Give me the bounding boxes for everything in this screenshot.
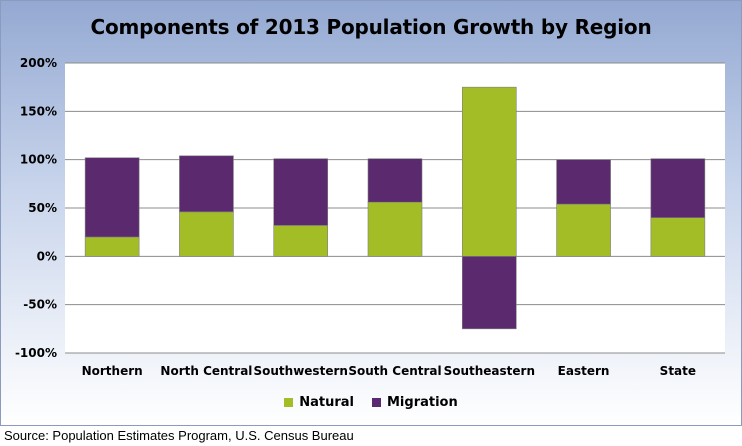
bar-natural-state	[650, 217, 706, 257]
y-tick-label: 200%	[20, 56, 57, 70]
bar-migration-south-central	[367, 158, 423, 203]
source-note: Source: Population Estimates Program, U.…	[4, 428, 354, 443]
bar-natural-southeastern	[461, 86, 517, 257]
legend-label-natural: Natural	[299, 395, 354, 410]
bars	[84, 86, 706, 330]
x-tick-label: North Central	[160, 364, 252, 378]
bar-natural-northern	[84, 236, 140, 257]
bar-natural-southwestern	[273, 225, 329, 257]
chart-frame: Components of 2013 Population Growth by …	[0, 0, 742, 426]
bar-natural-north-central	[179, 211, 234, 257]
legend-entry-migration: Migration	[372, 395, 458, 410]
legend-swatch-migration	[372, 398, 381, 407]
y-tick-label: -100%	[15, 346, 57, 360]
bar-migration-southwestern	[273, 158, 329, 226]
bar-migration-southeastern	[461, 256, 517, 330]
legend: Natural Migration	[1, 395, 741, 410]
plot-area: -100%-50%0%50%100%150%200% Northern North…	[15, 56, 725, 378]
y-tick-label: 150%	[20, 104, 57, 118]
y-tick-label: -50%	[23, 298, 57, 312]
bar-migration-eastern	[556, 159, 611, 205]
x-tick-label: State	[660, 364, 696, 378]
x-tick-label: South Central	[348, 364, 441, 378]
y-tick-label: 50%	[28, 201, 57, 215]
bar-migration-state	[650, 158, 706, 218]
bar-migration-northern	[84, 157, 140, 238]
x-tick-label: Southwestern	[254, 364, 348, 378]
bar-natural-eastern	[556, 203, 611, 257]
x-tick-label: Southeastern	[444, 364, 535, 378]
legend-entry-natural: Natural	[284, 395, 354, 410]
x-axis-ticks: Northern North Central Southwestern South C…	[82, 364, 696, 378]
legend-swatch-natural	[284, 398, 294, 407]
chart-title: Components of 2013 Population Growth by …	[90, 15, 652, 39]
y-tick-label: 0%	[37, 249, 57, 263]
x-tick-label: Eastern	[558, 364, 610, 378]
x-tick-label: Northern	[82, 364, 143, 378]
bar-natural-south-central	[367, 201, 423, 257]
y-axis-ticks: -100% -50% 0% 50% 100% 150% 200%	[15, 56, 57, 360]
y-tick-label: 100%	[20, 153, 57, 167]
legend-label-migration: Migration	[387, 395, 458, 410]
bar-migration-north-central	[179, 155, 234, 213]
